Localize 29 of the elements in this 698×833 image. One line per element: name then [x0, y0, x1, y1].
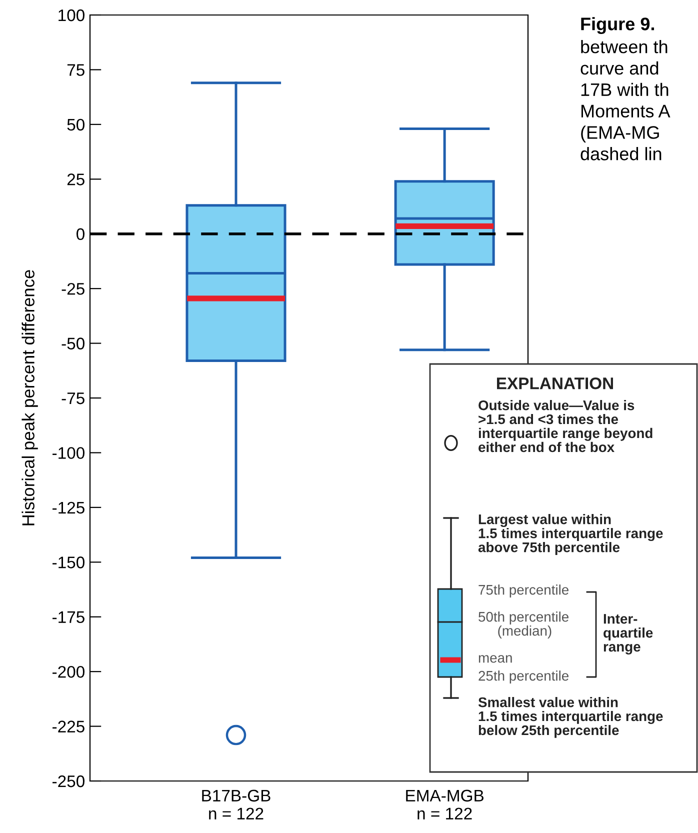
annotation: 50th percentile (median)	[478, 612, 568, 638]
y-tick-label: -125	[52, 502, 84, 514]
annotation: EXPLANATION	[497, 377, 613, 390]
text: Figure 9.	[581, 17, 654, 34]
y-tick-label: 0	[76, 228, 84, 240]
y-tick-label: 50	[67, 118, 84, 131]
y-tick-label: -200	[52, 666, 84, 678]
annotation: 75th percentile	[478, 584, 568, 598]
y-tick-label: 75	[67, 64, 84, 76]
y-tick-label: -250	[52, 775, 84, 788]
annotation: mean	[478, 655, 512, 663]
y-tick-label: 100	[58, 9, 84, 22]
x-tick-label: EMA-MGB n = 122	[406, 790, 484, 820]
y-tick-label: 25	[67, 174, 84, 186]
y-tick-label: -25	[62, 282, 84, 295]
text: Inter- quartile range	[604, 614, 653, 654]
y-tick-label: -100	[52, 447, 84, 459]
y-tick-label: -50	[62, 338, 84, 350]
y-tick-label: -75	[62, 392, 84, 404]
y-axis-title: Historical peak percent difference	[22, 270, 38, 526]
annotation: 25th percentile	[478, 670, 568, 684]
x-tick-label: B17B-GB n = 122	[202, 790, 270, 820]
annotation: Smallest value within 1.5 times interquartile range below 25th percentile	[478, 697, 663, 738]
text: between th curve and 17B with th Moments A (EMA-MG dashed lin	[580, 40, 670, 160]
y-tick-label: -175	[52, 611, 84, 624]
annotation: Outside value—Value is >1.5 and <3 times the interquartile range beyond either end of the box	[478, 400, 652, 452]
y-tick-label: -225	[52, 720, 84, 732]
annotation: Largest value within 1.5 times interquartile range above 75th percentile	[478, 514, 663, 555]
y-tick-label: -150	[52, 556, 84, 568]
